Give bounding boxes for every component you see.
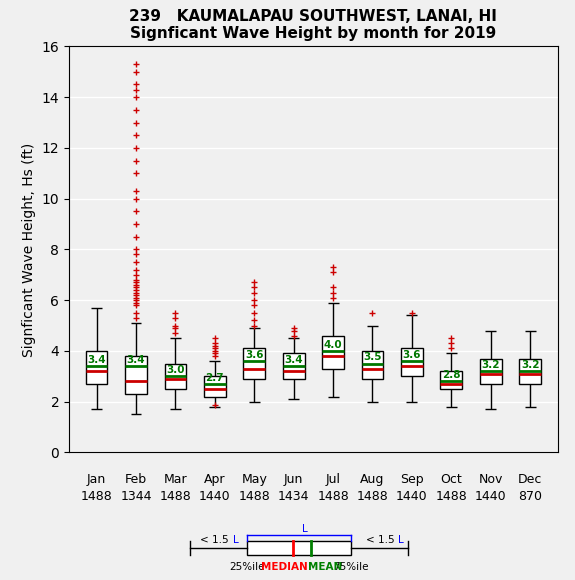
Y-axis label: Signficant Wave Height, Hs (ft): Signficant Wave Height, Hs (ft): [22, 142, 36, 357]
Bar: [243, 349, 265, 379]
Text: Sep: Sep: [400, 473, 424, 485]
Text: 3.4: 3.4: [126, 355, 145, 365]
Text: 1488: 1488: [159, 490, 191, 503]
Bar: [164, 364, 186, 389]
Text: Jan: Jan: [87, 473, 106, 485]
Text: L: L: [233, 535, 239, 545]
Text: 4.0: 4.0: [324, 340, 342, 350]
Text: 1488: 1488: [435, 490, 467, 503]
Text: Aug: Aug: [361, 473, 385, 485]
Bar: [86, 351, 108, 384]
Text: 1488: 1488: [81, 490, 113, 503]
Bar: [322, 336, 344, 369]
Text: 1344: 1344: [120, 490, 152, 503]
Bar: [204, 376, 225, 397]
Text: < 1.5: < 1.5: [366, 535, 398, 545]
Text: Dec: Dec: [518, 473, 542, 485]
Bar: [440, 371, 462, 389]
Bar: [519, 358, 541, 384]
Text: Jun: Jun: [284, 473, 304, 485]
Text: 1440: 1440: [199, 490, 231, 503]
Text: 1440: 1440: [396, 490, 428, 503]
Bar: [283, 353, 305, 379]
Text: 3.5: 3.5: [363, 352, 382, 362]
Text: 1440: 1440: [475, 490, 507, 503]
Text: Mar: Mar: [164, 473, 187, 485]
Bar: [362, 351, 384, 379]
Text: Jul: Jul: [325, 473, 340, 485]
Text: L: L: [398, 535, 404, 545]
Text: 1488: 1488: [317, 490, 349, 503]
Text: 1488: 1488: [356, 490, 388, 503]
Text: 3.2: 3.2: [521, 360, 539, 370]
Text: 3.2: 3.2: [481, 360, 500, 370]
Text: May: May: [242, 473, 267, 485]
Text: Oct: Oct: [440, 473, 462, 485]
Text: < 1.5: < 1.5: [200, 535, 232, 545]
Text: 75%ile: 75%ile: [333, 563, 369, 572]
Bar: [480, 358, 501, 384]
Text: Feb: Feb: [125, 473, 147, 485]
Bar: [401, 349, 423, 376]
Text: 1434: 1434: [278, 490, 309, 503]
Bar: [125, 356, 147, 394]
Text: 3.0: 3.0: [166, 365, 185, 375]
Text: 3.4: 3.4: [87, 355, 106, 365]
Text: L: L: [302, 524, 308, 534]
Text: MEAN: MEAN: [308, 563, 342, 572]
Text: 25%ile: 25%ile: [229, 563, 265, 572]
Title: 239   KAUMALAPAU SOUTHWEST, LANAI, HI
Signficant Wave Height by month for 2019: 239 KAUMALAPAU SOUTHWEST, LANAI, HI Sign…: [129, 9, 497, 41]
Text: MEDIAN: MEDIAN: [261, 563, 308, 572]
Text: Apr: Apr: [204, 473, 225, 485]
Text: 870: 870: [518, 490, 542, 503]
Text: 2.8: 2.8: [442, 370, 461, 380]
Text: Nov: Nov: [478, 473, 503, 485]
Text: 3.6: 3.6: [402, 350, 421, 360]
Text: 2.7: 2.7: [205, 372, 224, 383]
Text: 3.4: 3.4: [285, 355, 303, 365]
Text: 1488: 1488: [239, 490, 270, 503]
Text: 3.6: 3.6: [245, 350, 263, 360]
